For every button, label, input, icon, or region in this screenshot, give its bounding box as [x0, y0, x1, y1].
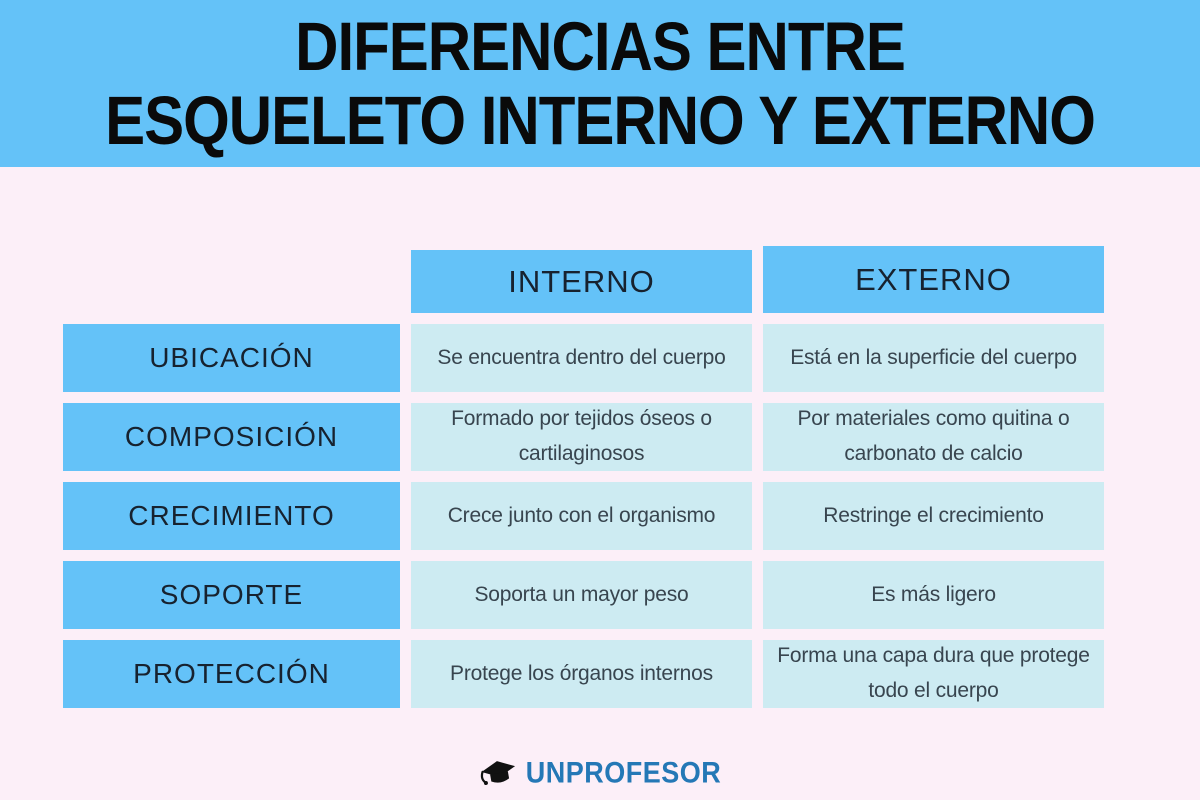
cell-crecimiento-interno: Crece junto con el organismo [411, 482, 752, 550]
comparison-table: INTERNO EXTERNO UBICACIÓN Se encuentra d… [63, 246, 1104, 708]
row-header-ubicacion: UBICACIÓN [63, 324, 400, 392]
row-header-proteccion: PROTECCIÓN [63, 640, 400, 708]
row-header-soporte: SOPORTE [63, 561, 400, 629]
cell-soporte-externo: Es más ligero [763, 561, 1104, 629]
title-banner: DIFERENCIAS ENTRE ESQUELETO INTERNO Y EX… [0, 0, 1200, 167]
cell-ubicacion-externo: Está en la superficie del cuerpo [763, 324, 1104, 392]
cell-composicion-interno: Formado por tejidos óseos o cartilaginos… [411, 403, 752, 471]
page-title-line-1: DIFERENCIAS ENTRE [295, 7, 906, 85]
page-title-line-2: ESQUELETO INTERNO Y EXTERNO [105, 81, 1096, 159]
row-header-crecimiento: CRECIMIENTO [63, 482, 400, 550]
column-header-interno: INTERNO [411, 250, 752, 313]
row-header-composicion: COMPOSICIÓN [63, 403, 400, 471]
cell-proteccion-interno: Protege los órganos internos [411, 640, 752, 708]
graduation-cap-icon [480, 761, 515, 786]
cell-crecimiento-externo: Restringe el crecimiento [763, 482, 1104, 550]
brand-name: UNPROFESOR [525, 756, 722, 789]
cell-composicion-externo: Por materiales como quitina o carbonato … [763, 403, 1104, 471]
cell-soporte-interno: Soporta un mayor peso [411, 561, 752, 629]
table-corner-spacer [63, 246, 400, 313]
column-header-externo: EXTERNO [763, 246, 1104, 313]
cell-ubicacion-interno: Se encuentra dentro del cuerpo [411, 324, 752, 392]
cell-proteccion-externo: Forma una capa dura que protege todo el … [763, 640, 1104, 708]
footer-logo: UNPROFESOR [0, 756, 1200, 790]
